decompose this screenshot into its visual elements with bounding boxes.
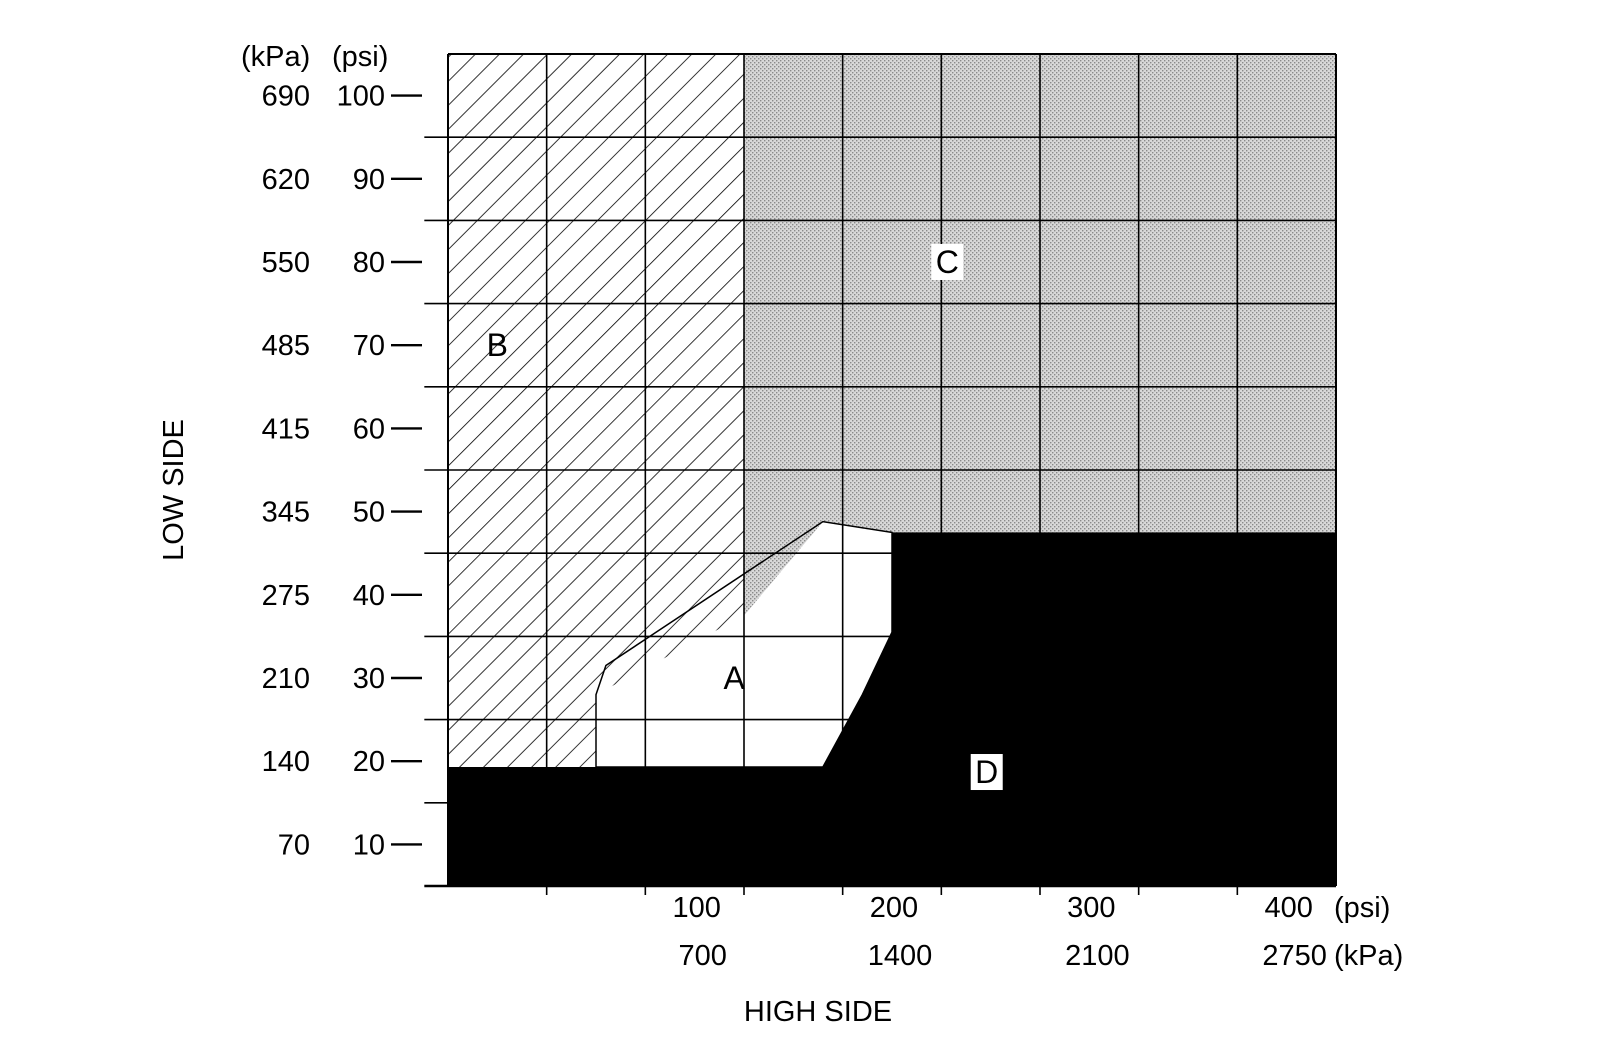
- y-tick-label-kpa: 415: [262, 413, 310, 445]
- y-tick-label-kpa: 140: [262, 746, 310, 778]
- y-tick-label-kpa: 345: [262, 497, 310, 529]
- y-tick-label-psi: 50: [353, 497, 385, 529]
- x-unit-kpa: (kPa): [1334, 940, 1403, 972]
- x-unit-psi: (psi): [1334, 892, 1390, 924]
- y-tick-label-psi: 40: [353, 580, 385, 612]
- y-tick-label-kpa: 70: [278, 829, 310, 861]
- x-tick-label-psi: 200: [870, 892, 918, 924]
- y-tick-label-psi: 90: [353, 164, 385, 196]
- y-tick-label-kpa: 550: [262, 247, 310, 279]
- x-tick-label-kpa: 700: [678, 940, 726, 972]
- region-d: [448, 532, 1336, 886]
- y-tick-label-psi: 10: [353, 829, 385, 861]
- region-label-a: A: [723, 660, 745, 696]
- x-tick-label-psi: 300: [1067, 892, 1115, 924]
- y-tick-label-kpa: 620: [262, 164, 310, 196]
- y-tick-label-kpa: 690: [262, 81, 310, 113]
- x-tick-label-psi: 400: [1264, 892, 1312, 924]
- region-a-outline: [595, 520, 893, 768]
- region-label-d: D: [975, 754, 998, 790]
- y-axis-title: LOW SIDE: [158, 419, 190, 561]
- y-tick-label-psi: 70: [353, 330, 385, 362]
- labels-layer: 10 70 20 140 30 210 40 275 50 345 60 415 70 485 80 550 9…: [262, 81, 1327, 972]
- y-tick-label-psi: 30: [353, 663, 385, 695]
- region-label-c: C: [936, 244, 959, 280]
- region-label-b: B: [487, 327, 508, 363]
- y-tick-label-psi: 20: [353, 746, 385, 778]
- y-tick-label-psi: 80: [353, 247, 385, 279]
- y-tick-label-psi: 100: [337, 81, 385, 113]
- grid-layer: [424, 54, 1336, 886]
- x-tick-label-kpa: 2750: [1262, 940, 1327, 972]
- y-tick-label-kpa: 275: [262, 580, 310, 612]
- y-tick-label-kpa: 485: [262, 330, 310, 362]
- x-tick-label-kpa: 2100: [1065, 940, 1130, 972]
- y-tick-label-psi: 60: [353, 413, 385, 445]
- region-label-bg-c: [931, 244, 964, 280]
- region-label-bg-d: [970, 754, 1003, 791]
- x-tick-label-psi: 100: [672, 892, 720, 924]
- region-b: [448, 54, 744, 767]
- y-tick-label-kpa: 210: [262, 663, 310, 695]
- axes-layer: [391, 53, 1337, 895]
- y-unit-psi: (psi): [332, 41, 388, 73]
- x-axis-title: HIGH SIDE: [744, 996, 892, 1028]
- x-tick-label-kpa: 1400: [868, 940, 933, 972]
- y-unit-kpa: (kPa): [241, 41, 310, 73]
